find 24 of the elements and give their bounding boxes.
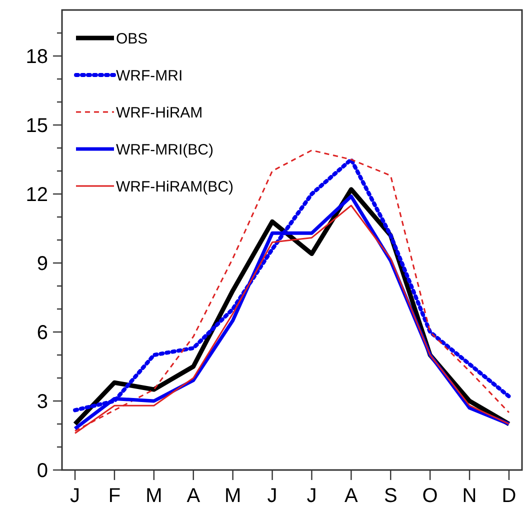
x-tick-label: O <box>422 485 438 507</box>
y-tick-label: 18 <box>26 46 48 68</box>
x-tick-label: M <box>146 485 162 507</box>
x-tick-label: J <box>267 485 278 507</box>
x-tick-label: S <box>384 485 398 507</box>
x-tick-label: A <box>344 485 359 507</box>
x-tick-label: D <box>502 485 516 507</box>
y-tick-label: 3 <box>36 391 48 413</box>
x-tick-label: J <box>70 485 80 507</box>
legend-label: WRF-MRI(BC) <box>116 141 214 158</box>
legend-label: WRF-MRI <box>116 67 183 84</box>
legend-label: WRF-HiRAM <box>116 104 203 122</box>
y-tick-label: 15 <box>26 115 48 137</box>
legend-label: OBS <box>116 30 148 48</box>
y-tick-label: 0 <box>36 460 48 482</box>
x-tick-label: M <box>224 485 242 507</box>
y-tick-label: 6 <box>36 322 48 344</box>
y-tick-label: 12 <box>26 184 48 206</box>
x-tick-label: N <box>462 485 477 507</box>
y-tick-label: 9 <box>36 253 48 275</box>
x-tick-label: J <box>306 485 317 507</box>
legend-label: WRF-HiRAM(BC) <box>116 178 234 196</box>
x-tick-label: F <box>108 485 121 507</box>
x-tick-label: A <box>186 485 201 507</box>
